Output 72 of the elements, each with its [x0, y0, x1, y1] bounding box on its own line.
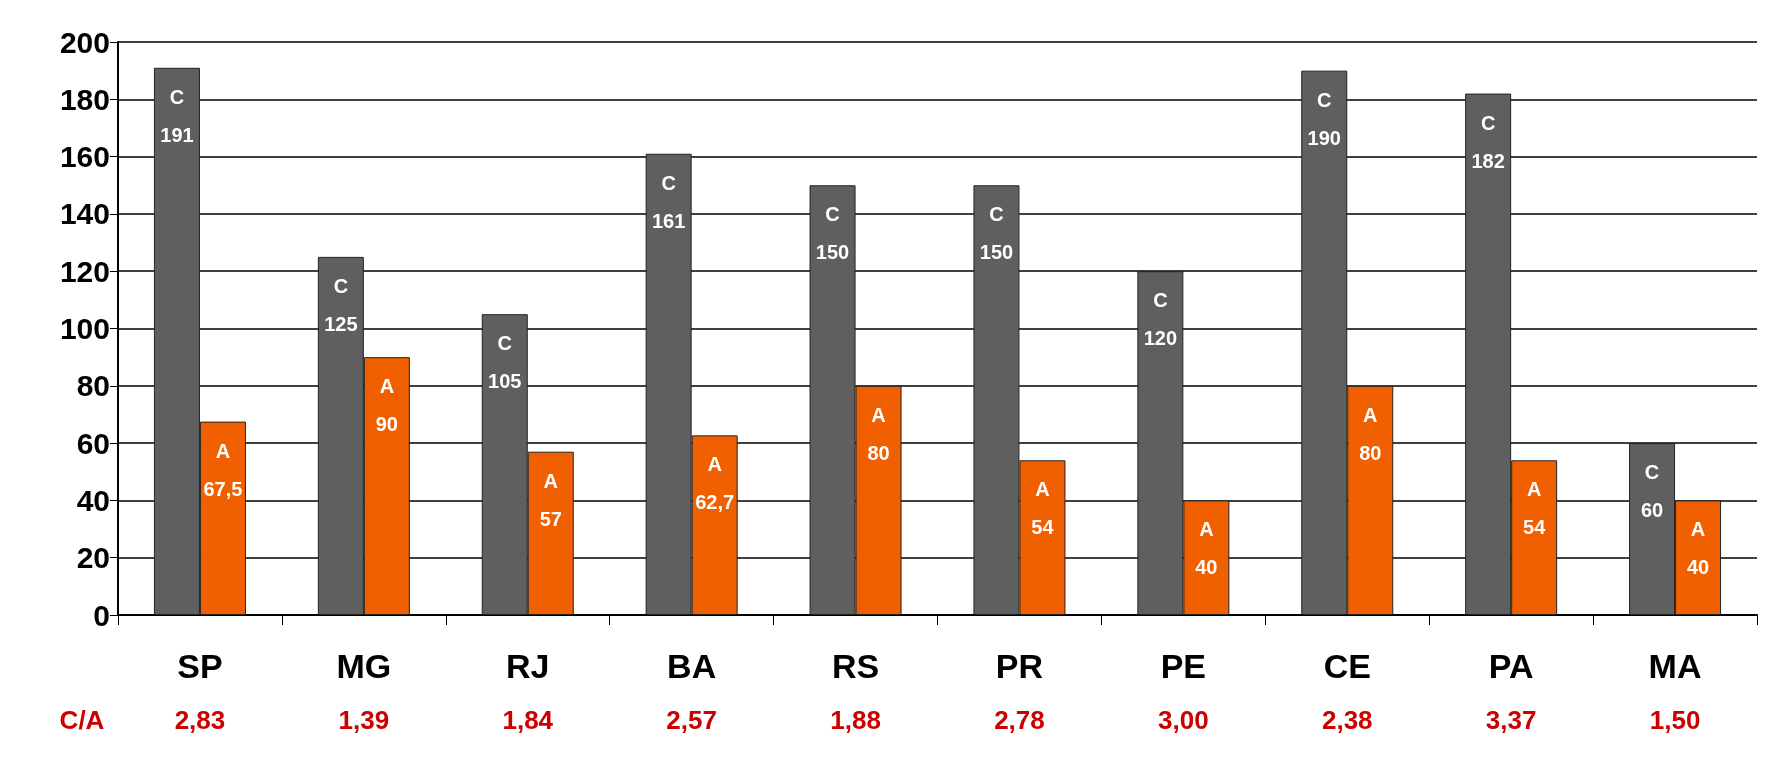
- data-label: 120: [1143, 327, 1178, 350]
- text: A: [707, 453, 722, 476]
- data-label: 125: [324, 312, 358, 335]
- y-tick-label: 120: [59, 254, 110, 288]
- text: C: [497, 332, 512, 355]
- series-label: A: [215, 439, 231, 462]
- x-tick-label: PE: [1160, 647, 1207, 685]
- x-tick-label: MA: [1648, 647, 1702, 685]
- text: A: [1526, 478, 1542, 501]
- data-label: 62,7: [695, 491, 735, 514]
- text: 2,83: [174, 705, 226, 735]
- text: 1,39: [338, 705, 390, 735]
- data-label: 40: [1195, 556, 1218, 579]
- text: C: [1644, 461, 1660, 484]
- text: A: [543, 469, 558, 492]
- data-label: 161: [651, 209, 686, 232]
- data-label: 80: [867, 441, 890, 464]
- y-tick-label: 20: [76, 541, 110, 575]
- y-tick-label: 140: [59, 197, 110, 231]
- text: 1,50: [1649, 705, 1701, 735]
- x-tick-label: PA: [1488, 647, 1534, 685]
- data-label: 67,5: [203, 477, 243, 500]
- data-label: 60: [1640, 499, 1664, 522]
- y-tick-label: 100: [59, 312, 110, 345]
- data-label: 190: [1307, 126, 1341, 149]
- y-tick-label: 160: [59, 140, 110, 174]
- text: 2,38: [1321, 705, 1373, 735]
- text: A: [1035, 478, 1050, 501]
- y-tick-label: 40: [76, 483, 110, 517]
- data-label: 191: [160, 123, 194, 146]
- x-tick-label: MG: [336, 647, 392, 685]
- data-label: 54: [1523, 516, 1547, 539]
- data-label: 182: [1471, 149, 1505, 172]
- text: C: [1480, 111, 1496, 134]
- data-label: 90: [375, 413, 398, 436]
- text: A: [1199, 518, 1214, 541]
- data-label: 40: [1686, 556, 1710, 579]
- x-tick-label: RJ: [506, 647, 550, 685]
- text: 2,57: [666, 705, 717, 735]
- x-tick-label: CE: [1323, 647, 1371, 685]
- data-label: 105: [488, 370, 522, 393]
- x-tick-label: SP: [177, 647, 223, 685]
- x-tick-label: BA: [667, 647, 717, 685]
- y-tick-label: 80: [76, 369, 110, 403]
- text: C: [1153, 289, 1168, 312]
- text: 3,37: [1485, 705, 1537, 735]
- x-tick-label: PR: [995, 647, 1044, 685]
- text: A: [1690, 518, 1706, 541]
- text: 1,88: [830, 705, 881, 735]
- text: C: [989, 203, 1004, 226]
- x-tick-label: RS: [831, 647, 880, 685]
- data-label: 54: [1031, 516, 1055, 539]
- series-label: C: [169, 85, 185, 108]
- text: 1,84: [502, 705, 554, 735]
- text: C: [661, 171, 676, 194]
- y-tick-label: 0: [93, 598, 110, 632]
- data-label: 150: [979, 241, 1014, 264]
- text: C: [333, 274, 349, 297]
- y-tick-label: 60: [76, 426, 110, 460]
- text: 3,00: [1158, 705, 1209, 735]
- y-tick-label: 180: [59, 82, 110, 116]
- text: C: [825, 203, 840, 226]
- text: A: [379, 375, 395, 398]
- data-label: 80: [1359, 441, 1382, 464]
- data-label: 57: [539, 507, 562, 530]
- y-tick-label: 200: [59, 25, 110, 59]
- text: 2,78: [994, 705, 1045, 735]
- text: A: [1363, 403, 1378, 426]
- text: A: [871, 403, 886, 426]
- text: C: [1317, 88, 1332, 111]
- data-label: 150: [815, 241, 850, 264]
- text: C/A: [59, 705, 105, 735]
